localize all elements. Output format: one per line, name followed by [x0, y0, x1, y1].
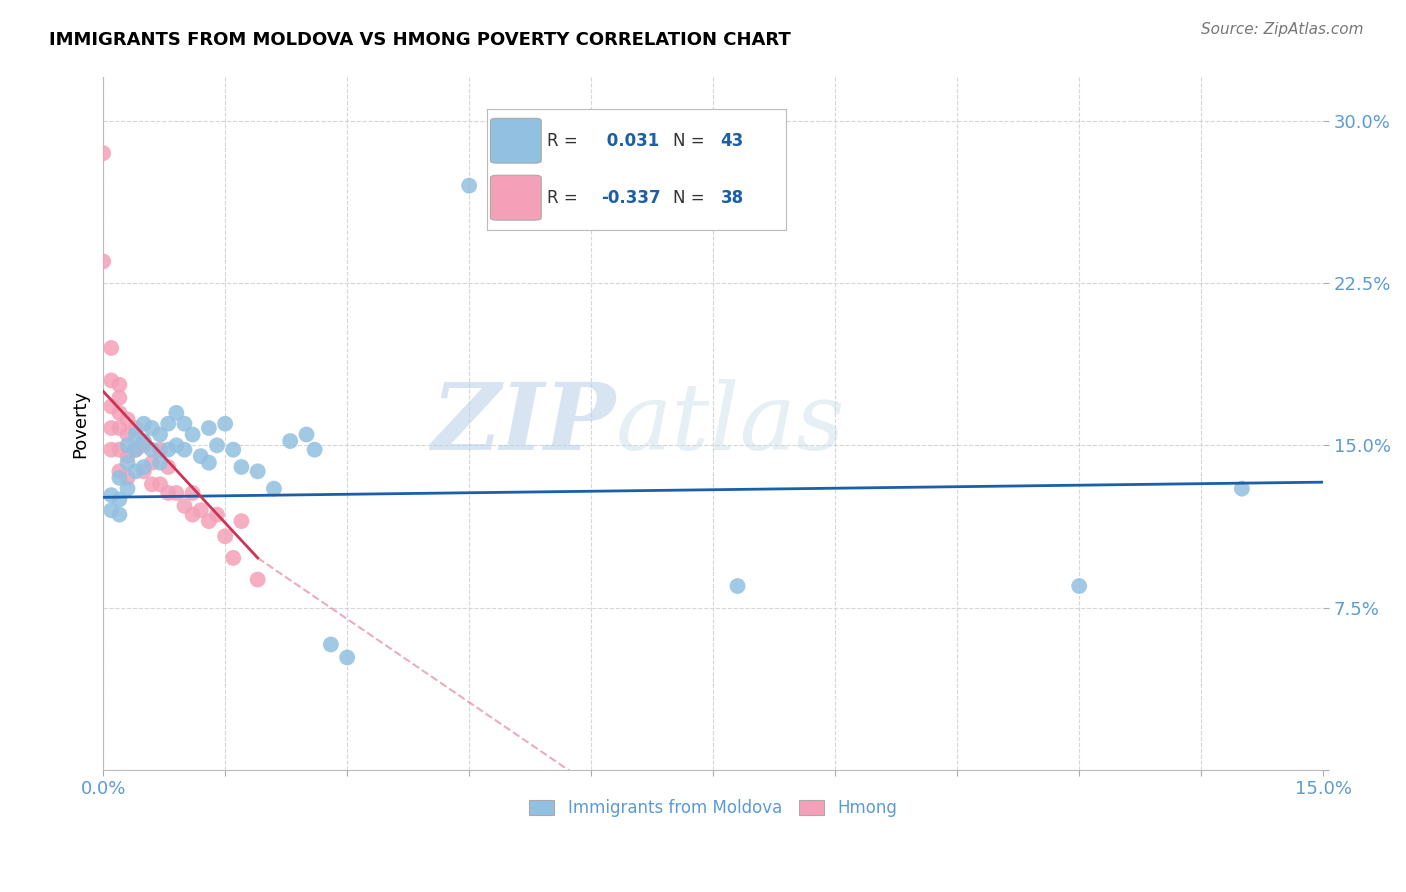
Point	[132, 438, 155, 452]
Point	[108, 492, 131, 507]
Point	[165, 438, 187, 452]
Point	[100, 400, 122, 414]
Point	[108, 464, 131, 478]
Point	[141, 456, 163, 470]
Point	[319, 638, 342, 652]
Point	[117, 449, 139, 463]
Point	[117, 412, 139, 426]
Point	[246, 464, 269, 478]
Point	[157, 417, 180, 431]
Point	[108, 442, 131, 457]
Point	[124, 442, 146, 457]
Point	[181, 508, 204, 522]
Point	[165, 406, 187, 420]
Point	[165, 486, 187, 500]
Point	[149, 477, 172, 491]
Point	[117, 471, 139, 485]
Point	[214, 417, 236, 431]
Point	[108, 377, 131, 392]
Point	[181, 427, 204, 442]
Point	[141, 477, 163, 491]
Point	[205, 508, 228, 522]
Point	[231, 460, 253, 475]
Point	[117, 427, 139, 442]
Point	[100, 341, 122, 355]
Point	[117, 438, 139, 452]
Point	[198, 514, 221, 528]
Point	[304, 442, 326, 457]
Legend: Immigrants from Moldova, Hmong: Immigrants from Moldova, Hmong	[523, 793, 904, 824]
Point	[100, 442, 122, 457]
Point	[124, 464, 146, 478]
Point	[205, 438, 228, 452]
Point	[108, 391, 131, 405]
Point	[190, 503, 212, 517]
Point	[157, 460, 180, 475]
Point	[100, 373, 122, 387]
Point	[132, 417, 155, 431]
Y-axis label: Poverty: Poverty	[72, 390, 89, 458]
Point	[181, 486, 204, 500]
Point	[222, 550, 245, 565]
Point	[157, 486, 180, 500]
Point	[100, 488, 122, 502]
Point	[124, 421, 146, 435]
Point	[141, 442, 163, 457]
Point	[1230, 482, 1253, 496]
Point	[458, 178, 481, 193]
Point	[157, 442, 180, 457]
Point	[198, 421, 221, 435]
Point	[727, 579, 749, 593]
Point	[214, 529, 236, 543]
Point	[149, 456, 172, 470]
Point	[132, 434, 155, 448]
Text: IMMIGRANTS FROM MOLDOVA VS HMONG POVERTY CORRELATION CHART: IMMIGRANTS FROM MOLDOVA VS HMONG POVERTY…	[49, 31, 792, 49]
Point	[117, 482, 139, 496]
Point	[1069, 579, 1091, 593]
Point	[124, 442, 146, 457]
Point	[100, 503, 122, 517]
Point	[117, 456, 139, 470]
Point	[108, 406, 131, 420]
Point	[108, 471, 131, 485]
Point	[231, 514, 253, 528]
Point	[108, 508, 131, 522]
Text: atlas: atlas	[616, 379, 845, 468]
Point	[173, 442, 195, 457]
Point	[100, 421, 122, 435]
Text: Source: ZipAtlas.com: Source: ZipAtlas.com	[1201, 22, 1364, 37]
Point	[141, 421, 163, 435]
Point	[149, 442, 172, 457]
Point	[295, 427, 318, 442]
Point	[336, 650, 359, 665]
Point	[108, 421, 131, 435]
Point	[149, 427, 172, 442]
Point	[91, 254, 114, 268]
Point	[278, 434, 301, 448]
Text: ZIP: ZIP	[432, 379, 616, 468]
Point	[91, 146, 114, 161]
Point	[132, 460, 155, 475]
Point	[173, 417, 195, 431]
Point	[124, 427, 146, 442]
Point	[190, 449, 212, 463]
Point	[173, 499, 195, 513]
Point	[263, 482, 285, 496]
Point	[132, 464, 155, 478]
Point	[222, 442, 245, 457]
Point	[198, 456, 221, 470]
Point	[246, 573, 269, 587]
